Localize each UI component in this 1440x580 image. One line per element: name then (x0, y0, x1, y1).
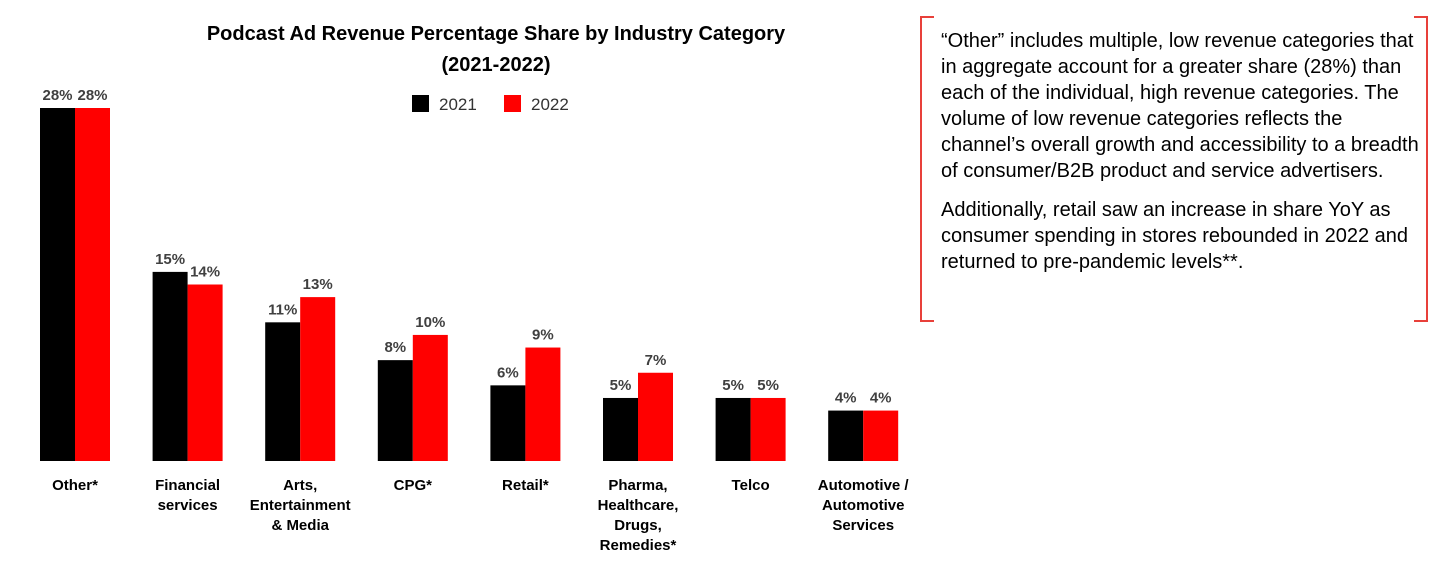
note-bracket-right (1414, 16, 1428, 322)
category-label-line: Entertainment (250, 497, 351, 514)
value-label-2022-3: 13% (303, 276, 333, 293)
bar-2021-3 (265, 322, 301, 461)
value-label-2022-7: 5% (757, 377, 779, 394)
bar-2022-7 (750, 397, 786, 461)
category-label-line: services (158, 497, 218, 514)
category-label-1: Other* (52, 477, 98, 494)
category-label-6: Pharma, Healthcare, Drugs, Remedies* (598, 477, 679, 554)
bar-2022-3 (300, 297, 336, 461)
bar-2022-6 (638, 372, 673, 461)
value-label-2021-4: 8% (384, 339, 406, 356)
category-label-2: Financial services (155, 477, 220, 514)
value-label-2022-2: 14% (190, 264, 220, 281)
category-label-line: Financial (155, 477, 220, 494)
legend-label-2022: 2022 (531, 95, 569, 114)
category-label-line: Remedies* (600, 537, 677, 554)
bar-2021-2 (152, 271, 188, 461)
value-label-2021-1: 28% (42, 87, 72, 104)
value-label-2022-6: 7% (645, 352, 667, 369)
category-label-7: Telco (732, 477, 770, 494)
category-label-line: Drugs, (614, 517, 662, 534)
chart-subtitle: (2021-2022) (442, 54, 551, 76)
note-box: “Other” includes multiple, low revenue c… (920, 16, 1428, 322)
category-label-8: Automotive / Automotive Services (818, 477, 910, 534)
note-paragraph-2: Additionally, retail saw an increase in … (941, 199, 1408, 273)
value-label-2021-8: 4% (835, 390, 857, 407)
category-label-line: Arts, (283, 477, 317, 494)
bar-2021-7 (715, 397, 751, 461)
value-label-2021-3: 11% (268, 301, 297, 318)
bar-2022-4 (412, 334, 448, 461)
category-label-line: Telco (732, 477, 770, 494)
category-label-line: Healthcare, (598, 497, 679, 514)
category-label-line: CPG* (394, 477, 433, 494)
value-label-2022-4: 10% (415, 314, 445, 331)
category-label-5: Retail* (502, 477, 549, 494)
category-labels: Other* Financial services Arts, Entertainmen… (52, 477, 910, 554)
value-label-2021-2: 15% (155, 251, 185, 268)
legend-swatch-2022 (504, 95, 521, 112)
bar-2021-6 (603, 397, 638, 461)
bar-2021-8 (828, 410, 864, 461)
legend-swatch-2021 (412, 95, 429, 112)
bars-group: 28%28%15%14%11%13%8%10%6%9%5%7%5%5%4%4%3… (40, 87, 899, 461)
chart-title: Podcast Ad Revenue Percentage Share by I… (207, 23, 786, 45)
value-label-2022-8: 4% (870, 390, 892, 407)
category-label-line: Automotive (822, 497, 905, 514)
note-paragraph-1: “Other” includes multiple, low revenue c… (941, 30, 1419, 182)
bar-2022-8 (863, 410, 899, 461)
note-text: “Other” includes multiple, low revenue c… (941, 28, 1431, 288)
value-label-2022-5: 9% (532, 327, 554, 344)
note-bracket-left (920, 16, 934, 322)
bar-2021-1 (40, 108, 75, 461)
category-label-3: Arts, Entertainment & Media (250, 477, 351, 534)
category-label-4: CPG* (394, 477, 433, 494)
legend-label-2021: 2021 (439, 95, 477, 114)
category-label-line: Pharma, (608, 477, 667, 494)
bar-2021-5 (490, 385, 526, 461)
category-label-line: Services (832, 517, 894, 534)
bar-chart: Podcast Ad Revenue Percentage Share by I… (40, 23, 910, 554)
value-label-2021-7: 5% (722, 377, 744, 394)
category-label-line: Automotive / (818, 477, 910, 494)
value-label-2021-6: 5% (610, 377, 632, 394)
category-label-line: Other* (52, 477, 98, 494)
category-label-line: Retail* (502, 477, 549, 494)
category-label-line: & Media (271, 517, 329, 534)
value-label-2021-5: 6% (497, 364, 519, 381)
value-label-2022-1: 28% (77, 87, 107, 104)
bar-2022-5 (525, 347, 561, 461)
bar-2021-4 (377, 360, 413, 461)
bar-2022-2 (187, 284, 223, 461)
legend: 2021 2022 (412, 95, 569, 114)
bar-2022-1 (75, 108, 110, 461)
